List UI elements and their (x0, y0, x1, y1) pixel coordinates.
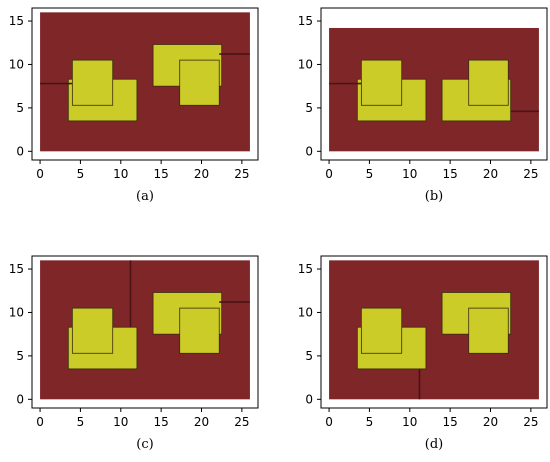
x-tick-label: 10 (402, 167, 417, 181)
plot-border (31, 255, 259, 409)
x-tick-label: 10 (113, 167, 128, 181)
plot-border (31, 7, 259, 161)
panel-caption: (b) (425, 189, 443, 204)
x-tick-label: 0 (325, 415, 333, 429)
y-tick-label: 5 (16, 349, 24, 363)
x-tick-label: 5 (366, 167, 374, 181)
panel-caption: (d) (425, 437, 443, 452)
obstacle-rect (360, 59, 403, 106)
y-tick-label: 10 (9, 305, 24, 319)
x-tick-label: 20 (194, 415, 209, 429)
x-tick-label: 5 (366, 415, 374, 429)
y-tick-label: 0 (16, 144, 24, 158)
y-tick-label: 15 (298, 262, 313, 276)
obstacle-rect (71, 59, 114, 106)
y-tick-label: 0 (16, 392, 24, 406)
obstacle-rect (71, 307, 114, 354)
x-tick-label: 0 (325, 167, 333, 181)
y-tick-label: 5 (16, 101, 24, 115)
y-tick-label: 15 (298, 14, 313, 28)
x-tick-label: 15 (443, 415, 458, 429)
x-tick-label: 25 (523, 167, 538, 181)
obstacle-rect (468, 59, 509, 106)
y-tick-label: 10 (298, 305, 313, 319)
obstacle-rect (360, 307, 403, 354)
x-tick-label: 20 (194, 167, 209, 181)
x-tick-label: 10 (402, 415, 417, 429)
x-tick-label: 5 (77, 167, 85, 181)
x-tick-label: 20 (483, 167, 498, 181)
x-tick-label: 25 (523, 415, 538, 429)
obstacle-rect (179, 59, 220, 106)
y-tick-label: 10 (298, 57, 313, 71)
x-tick-label: 0 (36, 167, 44, 181)
y-tick-label: 5 (305, 101, 313, 115)
panel-caption: (a) (136, 189, 154, 204)
y-tick-label: 0 (305, 392, 313, 406)
panel-caption: (c) (136, 437, 153, 452)
plot-border (320, 255, 548, 409)
x-tick-label: 25 (234, 415, 249, 429)
plot-border (320, 7, 548, 161)
x-tick-label: 25 (234, 167, 249, 181)
x-tick-label: 5 (77, 415, 85, 429)
y-tick-label: 15 (9, 262, 24, 276)
y-tick-label: 0 (305, 144, 313, 158)
obstacle-rect (468, 307, 509, 354)
x-tick-label: 10 (113, 415, 128, 429)
y-tick-label: 5 (305, 349, 313, 363)
y-tick-label: 10 (9, 57, 24, 71)
obstacle-rect (179, 307, 220, 354)
x-tick-label: 15 (154, 415, 169, 429)
x-tick-label: 15 (154, 167, 169, 181)
x-tick-label: 15 (443, 167, 458, 181)
y-tick-label: 15 (9, 14, 24, 28)
x-tick-label: 0 (36, 415, 44, 429)
x-tick-label: 20 (483, 415, 498, 429)
